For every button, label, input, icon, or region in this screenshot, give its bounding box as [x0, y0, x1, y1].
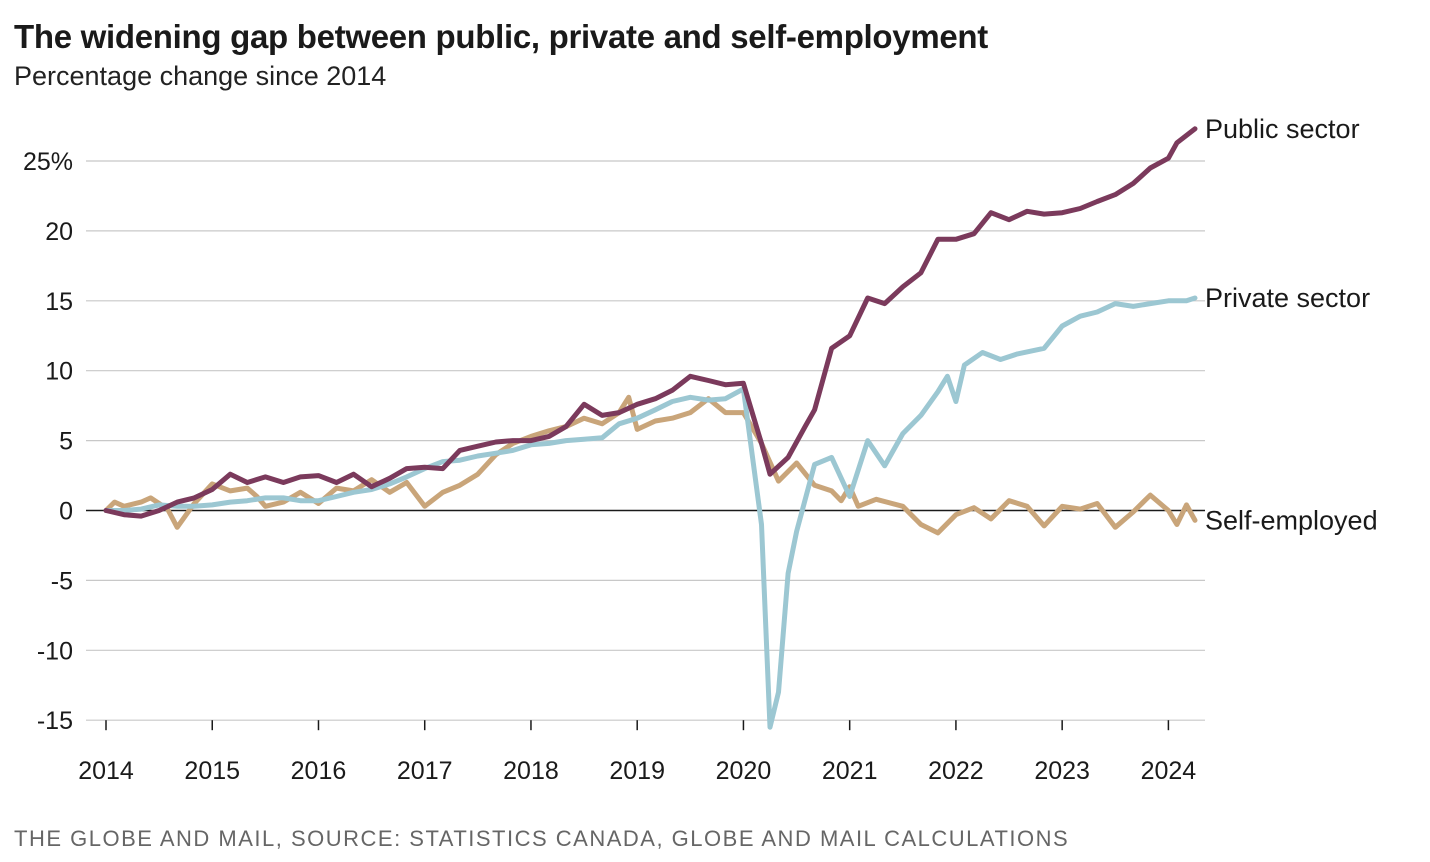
series-line-private-sector	[103, 295, 1198, 730]
y-tick-label: 10	[45, 358, 73, 386]
x-tick-label: 2014	[78, 757, 134, 785]
chart-subtitle: Percentage change since 2014	[14, 61, 387, 91]
source-credit: THE GLOBE AND MAIL, SOURCE: STATISTICS C…	[14, 826, 1070, 851]
series-lines	[103, 126, 1198, 730]
series-label-public-sector: Public sector	[1205, 114, 1360, 144]
x-tick-label: 2020	[716, 757, 772, 785]
y-tick-label: -5	[51, 567, 73, 595]
series-line-self-employed	[103, 394, 1198, 536]
gridlines	[86, 160, 1205, 721]
series-label-self-employed: Self-employed	[1205, 505, 1378, 535]
x-tick-label: 2021	[822, 757, 878, 785]
x-tick-label: 2022	[928, 757, 984, 785]
x-tick-label: 2024	[1141, 757, 1197, 785]
x-tick-label: 2023	[1034, 757, 1090, 785]
y-axis-tick-labels: 25% 20 15 10 5 0 -5 -10 -15	[23, 148, 73, 735]
y-tick-label: 20	[45, 218, 73, 246]
x-axis-ticks: 2014 2015 2016 2017 2018 2019 2020 2021 2022 2023…	[78, 720, 1196, 785]
x-tick-label: 2016	[291, 757, 347, 785]
y-tick-label: -15	[37, 707, 73, 735]
y-tick-label: 0	[59, 498, 73, 526]
series-line-public-sector	[103, 126, 1198, 519]
y-tick-label: 25%	[23, 148, 73, 176]
y-tick-label: 15	[45, 288, 73, 316]
y-tick-label: 5	[59, 428, 73, 456]
x-tick-label: 2018	[503, 757, 559, 785]
y-tick-label: -10	[37, 637, 73, 665]
x-tick-label: 2015	[184, 757, 240, 785]
x-tick-label: 2017	[397, 757, 453, 785]
x-tick-label: 2019	[609, 757, 665, 785]
chart-title: The widening gap between public, private…	[14, 18, 988, 55]
series-labels: Public sector Private sector Self-employed	[1205, 114, 1378, 535]
series-label-private-sector: Private sector	[1205, 283, 1370, 313]
